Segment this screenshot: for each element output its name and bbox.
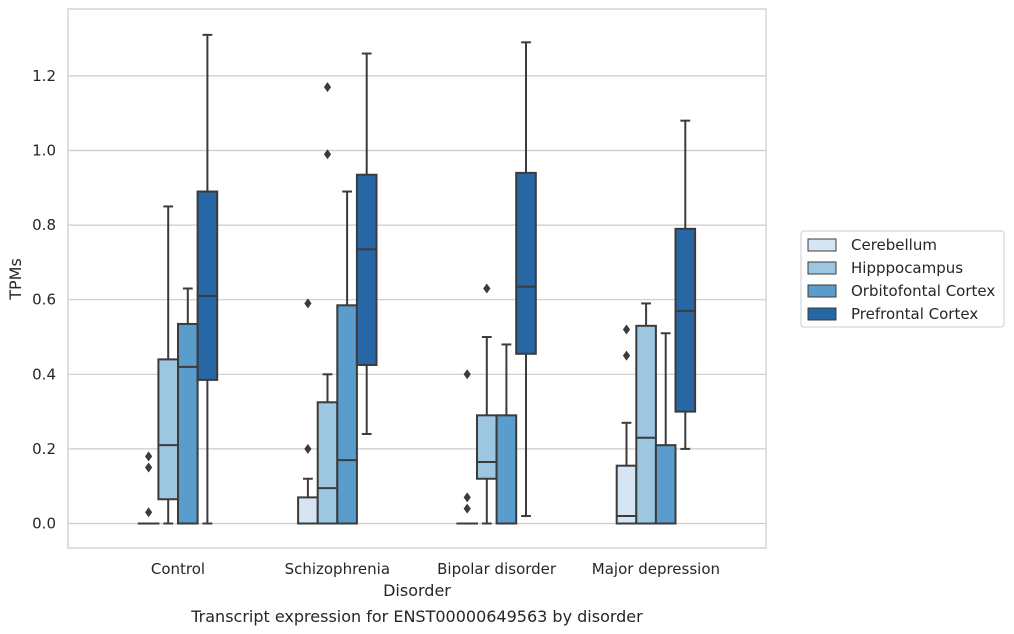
x-tick-label: Control xyxy=(151,560,205,578)
y-tick-label: 0.2 xyxy=(32,440,56,458)
outlier-point xyxy=(622,350,631,361)
box-2-1 xyxy=(157,205,179,525)
y-axis-label: TPMs xyxy=(6,258,25,301)
box-body xyxy=(196,190,219,381)
outlier-point xyxy=(463,492,471,503)
box-4-4 xyxy=(674,119,697,450)
chart-caption: Transcript expression for ENST0000064956… xyxy=(190,607,643,626)
box-body xyxy=(355,173,378,366)
box-body xyxy=(635,324,657,525)
legend-entry: Cerebellum xyxy=(851,236,937,254)
outlier-point xyxy=(323,149,332,160)
x-tick-label: Bipolar disorder xyxy=(437,560,557,578)
box-1-2 xyxy=(297,298,319,525)
legend-swatch xyxy=(807,307,837,321)
outlier-point xyxy=(463,503,471,514)
box-plots xyxy=(137,33,697,525)
legend-swatch xyxy=(807,261,837,275)
box-3-4 xyxy=(654,332,677,525)
y-tick-label: 0.4 xyxy=(32,365,56,383)
legend-entry: Orbitofontal Cortex xyxy=(851,282,995,300)
x-tick-label: Major depression xyxy=(592,560,720,578)
y-tick-label: 0.0 xyxy=(32,515,56,533)
box-body xyxy=(476,414,498,480)
box-body xyxy=(316,401,339,525)
y-tick-label: 0.6 xyxy=(32,291,56,309)
box-4-3 xyxy=(515,41,537,518)
box-body xyxy=(515,171,537,355)
outlier-point xyxy=(622,324,631,335)
x-tick-labels: Control Schizophrenia Bipolar disorder Majo… xyxy=(151,560,720,578)
box-body xyxy=(157,358,179,501)
box-3-3 xyxy=(495,343,518,525)
outlier-point xyxy=(483,283,491,294)
box-body xyxy=(674,227,697,413)
box-body xyxy=(615,464,638,525)
box-3-1 xyxy=(177,287,199,525)
plot-frame xyxy=(67,8,767,549)
legend-frame xyxy=(800,230,1005,328)
y-tick-labels: 0.0 0.2 0.4 0.6 0.8 1.0 1.2 xyxy=(32,67,56,533)
outlier-point xyxy=(145,507,153,518)
box-2-2 xyxy=(316,82,339,525)
box-4-2 xyxy=(355,52,378,435)
legend-entry: Hipppocampus xyxy=(851,259,963,277)
box-2-3 xyxy=(476,283,498,525)
box-1-4 xyxy=(615,324,638,525)
y-tick-label: 1.2 xyxy=(32,67,56,85)
outlier-point xyxy=(145,451,153,462)
outlier-point xyxy=(323,82,332,93)
box-4-1 xyxy=(196,33,219,525)
legend-swatch xyxy=(807,284,837,298)
box-body xyxy=(177,322,199,525)
legend: Cerebellum Hipppocampus Orbitofontal Corte… xyxy=(800,230,1005,328)
box-body xyxy=(297,496,319,525)
box-2-4 xyxy=(635,302,657,525)
legend-entry: Prefrontal Cortex xyxy=(851,305,978,323)
outlier-point xyxy=(304,298,312,309)
x-tick-label: Schizophrenia xyxy=(285,560,390,578)
outlier-point xyxy=(304,443,312,454)
box-1-1 xyxy=(137,451,160,525)
outlier-point xyxy=(463,369,471,380)
box-body xyxy=(336,304,358,525)
box-body xyxy=(654,444,677,525)
x-axis-label: Disorder xyxy=(383,581,451,600)
legend-swatch xyxy=(807,238,837,252)
y-tick-label: 1.0 xyxy=(32,142,56,160)
box-1-3 xyxy=(456,369,478,525)
box-body xyxy=(495,414,518,525)
box-3-2 xyxy=(336,190,358,525)
outlier-point xyxy=(145,462,153,473)
y-tick-label: 0.8 xyxy=(32,216,56,234)
